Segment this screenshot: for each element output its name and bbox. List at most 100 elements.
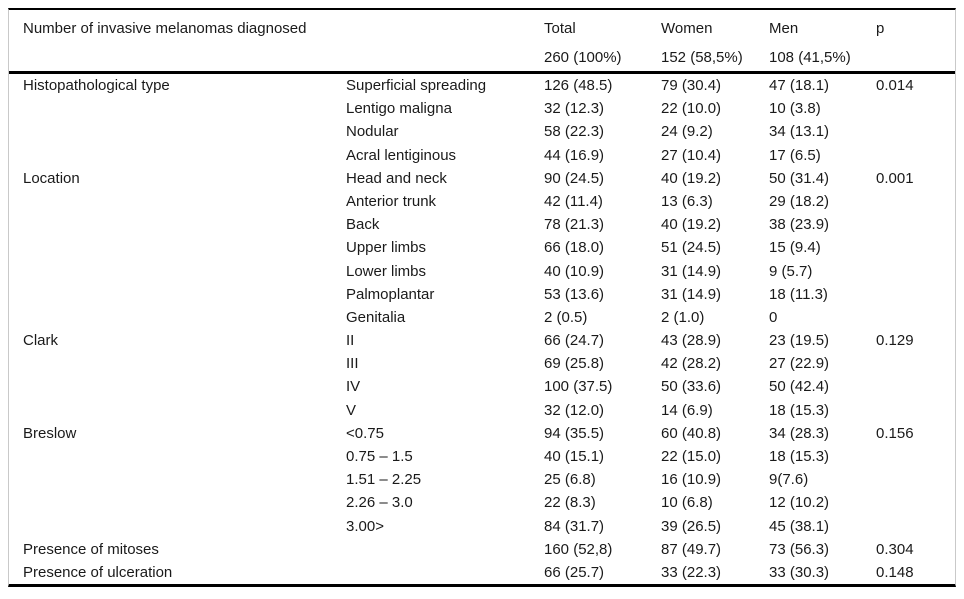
table-row: Location Head and neck 90 (24.5) 40 (19.… [9,167,955,190]
row-category [9,468,346,491]
table-row: Upper limbs 66 (18.0) 51 (24.5) 15 (9.4) [9,236,955,259]
row-p-value [876,375,955,398]
row-men-value: 50 (31.4) [769,169,830,187]
row-subcategory: Lentigo maligna [346,100,452,118]
row-total-value: 84 (31.7) [544,517,605,535]
row-p-value [876,352,955,375]
table-row: Clark II 66 (24.7) 43 (28.9) 23 (19.5) 0… [9,329,955,352]
row-p-value [876,213,955,236]
row-subcategory: Nodular [346,123,399,141]
women-count: 152 (58,5%) [661,49,743,66]
total-count: 260 (100%) [544,49,622,66]
col-header-total: Total [544,20,576,37]
row-category [9,491,346,514]
table-row: Histopathological type Superficial sprea… [9,74,955,97]
row-p-value [876,306,955,329]
header-row-labels: Number of invasive melanomas diagnosed T… [9,16,955,42]
row-total-value: 32 (12.0) [544,401,605,419]
row-men-value: 9(7.6) [769,471,809,489]
row-men-value: 0 [769,308,778,326]
row-women-value: 79 (30.4) [661,77,722,94]
row-women-value: 2 (1.0) [661,308,705,326]
table-row: Back 78 (21.3) 40 (19.2) 38 (23.9) [9,213,955,236]
row-men-value: 27 (22.9) [769,355,830,373]
row-women-value: 40 (19.2) [661,216,722,234]
table-row: IV 100 (37.5) 50 (33.6) 50 (42.4) [9,375,955,398]
row-subcategory: Superficial spreading [346,77,487,94]
table-row: III 69 (25.8) 42 (28.2) 27 (22.9) [9,352,955,375]
row-total-value: 58 (22.3) [544,123,605,141]
row-total-value: 69 (25.8) [544,355,605,373]
row-category: Clark [23,332,59,350]
table-row: V 32 (12.0) 14 (6.9) 18 (15.3) [9,399,955,422]
header-spacer [9,45,544,71]
col-header-p: p [876,20,885,37]
row-category [9,515,346,538]
row-p-value [876,515,955,538]
row-category [9,352,346,375]
row-category: Presence of mitoses [23,540,159,558]
row-category: Location [23,169,80,187]
row-men-value: 47 (18.1) [769,77,830,94]
row-p-value: 0.001 [876,169,914,187]
row-total-value: 66 (25.7) [544,563,605,581]
row-women-value: 31 (14.9) [661,285,722,303]
table-row: 1.51 – 2.25 25 (6.8) 16 (10.9) 9(7.6) [9,468,955,491]
row-total-value: 126 (48.5) [544,77,613,94]
row-women-value: 33 (22.3) [661,563,722,581]
row-category: Histopathological type [23,77,170,94]
row-total-value: 32 (12.3) [544,100,605,118]
row-subcategory: Acral lentiginous [346,146,457,164]
row-p-value [876,283,955,306]
row-women-value: 60 (40.8) [661,424,722,442]
row-subcategory: Head and neck [346,169,447,187]
row-subcategory: Lower limbs [346,262,427,280]
row-p-value [876,468,955,491]
header-spacer [876,45,955,71]
row-total-value: 53 (13.6) [544,285,605,303]
row-men-value: 9 (5.7) [769,262,813,280]
row-category [9,283,346,306]
row-women-value: 87 (49.7) [661,540,722,558]
row-men-value: 18 (15.3) [769,448,830,465]
row-total-value: 160 (52,8) [544,540,613,558]
row-total-value: 66 (18.0) [544,239,605,257]
row-category [9,375,346,398]
row-subcategory: IV [346,378,361,396]
row-category: Breslow [23,424,77,442]
table-row: Nodular 58 (22.3) 24 (9.2) 34 (13.1) [9,120,955,143]
row-p-value [876,236,955,259]
row-p-value [876,144,955,167]
row-men-value: 73 (56.3) [769,540,830,558]
row-women-value: 51 (24.5) [661,239,722,257]
row-men-value: 18 (11.3) [769,285,828,303]
row-women-value: 50 (33.6) [661,378,722,396]
row-total-value: 66 (24.7) [544,332,605,350]
row-total-value: 42 (11.4) [544,192,603,210]
row-total-value: 44 (16.9) [544,146,605,164]
row-category [9,236,346,259]
table-row: Acral lentiginous 44 (16.9) 27 (10.4) 17… [9,144,955,167]
table-row: Lentigo maligna 32 (12.3) 22 (10.0) 10 (… [9,97,955,120]
table-row: Anterior trunk 42 (11.4) 13 (6.3) 29 (18… [9,190,955,213]
row-p-value [876,399,955,422]
table-row: Breslow <0.75 94 (35.5) 60 (40.8) 34 (28… [9,422,955,445]
row-subcategory: II [346,332,355,350]
row-women-value: 39 (26.5) [661,517,722,535]
row-category: Presence of ulceration [23,563,173,581]
row-women-value: 10 (6.8) [661,494,713,512]
melanoma-statistics-table: Number of invasive melanomas diagnosed T… [8,8,956,588]
row-men-value: 50 (42.4) [769,378,830,396]
row-total-value: 90 (24.5) [544,169,605,187]
row-women-value: 13 (6.3) [661,192,713,210]
row-p-value: 0.129 [876,332,914,350]
row-men-value: 10 (3.8) [769,100,821,118]
row-category [9,120,346,143]
row-p-value: 0.304 [876,540,914,558]
row-women-value: 27 (10.4) [661,146,722,164]
row-p-value [876,491,955,514]
row-men-value: 12 (10.2) [769,494,830,512]
row-subcategory: 3.00> [346,517,384,535]
row-women-value: 42 (28.2) [661,355,722,373]
